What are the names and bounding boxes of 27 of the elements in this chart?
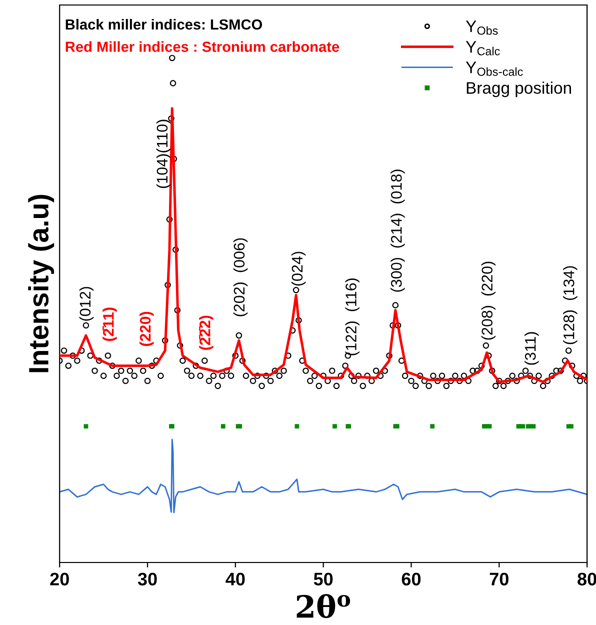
x-tick-label: 50 — [314, 572, 333, 586]
x-tick-label: 70 — [490, 572, 508, 586]
annotation: (208) (220) — [481, 262, 496, 340]
legend-label: Y$_{Calc}$ — [466, 41, 500, 56]
annotation: (2̄2̄2) — [199, 316, 214, 350]
annotation: (128) (134) — [563, 266, 578, 344]
x-tick-label: 60 — [402, 572, 421, 586]
annotation: (202) (006) — [233, 238, 248, 316]
legend-label: Y$_{Obs-calc}$ — [466, 62, 523, 76]
x-tick-label: 80 — [578, 572, 596, 586]
y-axis-title: Intensity (a.u) — [28, 194, 54, 372]
annotation: (122) (116) — [345, 278, 360, 356]
annotation: (012) — [79, 286, 94, 321]
legend-label: Y$_{Obs}$ — [466, 20, 498, 35]
x-tick-label: 30 — [138, 572, 157, 586]
legend-label: Bragg position — [466, 82, 571, 98]
text: Red Miller indices : Stronium carbonate — [66, 41, 340, 52]
x-tick-label: 20 — [50, 572, 69, 586]
annotation: (311) — [524, 332, 539, 365]
annotation: (300) (214) (018) — [390, 170, 405, 292]
text: Black miller indices: LSMCO — [66, 18, 262, 30]
annotation: (024) — [291, 252, 306, 286]
annotation: (2̄11) — [102, 308, 117, 341]
x-axis-title: 2θ$^{o}$ — [296, 594, 350, 618]
annotation: (220) — [140, 312, 154, 346]
x-tick-label: 40 — [226, 572, 245, 586]
annotation: (104)(110) — [156, 120, 171, 188]
